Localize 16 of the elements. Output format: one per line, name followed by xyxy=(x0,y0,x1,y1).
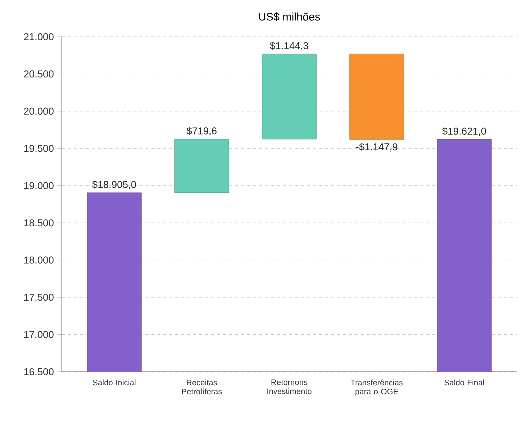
y-tick-label: 19.500 xyxy=(24,145,54,152)
y-tick-label: 21.000 xyxy=(24,33,54,41)
y-tick-label: 20.500 xyxy=(24,70,54,78)
y-tick-label: 18.000 xyxy=(24,256,54,264)
data-label: $19.621,0 xyxy=(442,127,486,136)
data-label: $1.144,3 xyxy=(270,42,308,51)
y-tick-label: 18.500 xyxy=(24,220,54,227)
y-tick-label: 16.500 xyxy=(24,368,54,376)
chart-title: US$ milhões xyxy=(259,12,320,22)
data-label: $719,6 xyxy=(186,127,217,136)
data-label: -$1.147,9 xyxy=(356,143,398,152)
y-tick-label: 19.000 xyxy=(24,182,54,190)
y-tick-label: 17.500 xyxy=(24,294,54,302)
y-tick-label: 17.000 xyxy=(24,331,54,338)
data-label: $18.905,0 xyxy=(92,180,136,190)
y-tick-label: 20.000 xyxy=(24,108,54,115)
